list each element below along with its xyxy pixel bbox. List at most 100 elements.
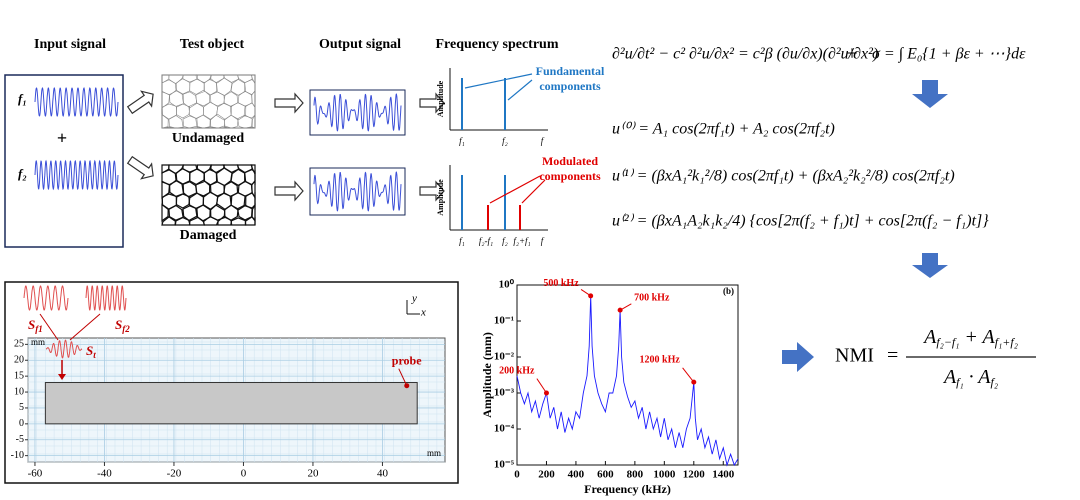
subscript: f1 [35,324,43,334]
symbol: S [86,343,93,358]
x-tick-label: 1200 [683,469,706,481]
grain [195,179,211,197]
y-tick-label: 5 [19,402,24,413]
flow-arrow [419,180,445,202]
signal-label: f₂ [18,166,27,181]
grain [182,74,198,83]
grain [161,91,170,109]
pointer [464,73,533,89]
header: Frequency spectrum [436,37,559,52]
equation: ∂²u/∂t² − c² ∂²u/∂x² = c²β (∂u/∂x)(∂²u/∂… [612,46,878,63]
mini-tick-label: f₂ [502,136,508,146]
x-tick-label: 0 [241,468,247,480]
symbol: S [28,317,35,332]
annotation-pointer [682,367,695,383]
mini-tick-label: f₁ [459,236,465,246]
grain [174,216,191,226]
grain [161,79,177,96]
spectrum-line [516,295,739,467]
annotation-pointer [580,289,591,297]
header: Test object [180,37,245,52]
mini-tick-label: f [541,136,545,146]
equation: σ = ∫ E₀{1 + βε + ⋯}dε [872,46,1026,64]
subscript: f₁+f₂ [995,335,1018,349]
unit-label: mm [427,448,441,458]
x-tick-label: 1000 [653,469,676,481]
flow-arrow [126,90,154,115]
signal-label: f₁ [18,91,27,106]
y-tick-label: 10⁻² [494,351,515,363]
panel-label: (b) [723,286,734,296]
pointer [521,179,546,204]
y-tick-label: 10⁰ [499,279,515,291]
flow-arrow [126,155,154,180]
step-arrow [912,253,948,278]
nmi-numerator: Af₂−f₁ + Af₁+f₂ [922,326,1018,349]
source-pointer [58,374,66,380]
pointer [489,175,541,204]
source-label: St [86,343,96,360]
input-wave [34,87,119,117]
x-tick-label: 1400 [712,469,735,481]
y-tick-label: 10⁻⁵ [494,459,515,471]
test-object [161,164,256,226]
grain [175,193,191,209]
nmi-denominator: Af₁ · Af₂ [942,366,998,389]
mini-axis-label: Amplitude [436,179,445,216]
y-tick-label: 25 [14,339,24,350]
test-object [161,74,256,129]
y-axis-label: Amplitude (mm) [480,332,494,418]
x-tick-label: -40 [97,468,112,480]
source-label: Sf2 [115,317,130,334]
x-tick-label: 400 [568,469,585,481]
x-tick-label: 40 [377,468,389,480]
flow-arrow [274,180,304,202]
annotation: Modulated [542,154,598,168]
grain [210,91,225,107]
grain [195,89,211,107]
equation: + [846,43,857,65]
grain [189,78,205,95]
y-tick-label: 10 [14,386,24,397]
y-tick-label: -5 [16,434,24,445]
probe-label: probe [392,353,422,367]
y-tick-label: 15 [14,370,24,381]
source-pointer [39,313,59,341]
term: A [942,366,957,388]
term: A [922,326,937,348]
mini-tick-label: f₂ [502,236,508,246]
source-wave [23,285,69,311]
y-tick-label: 10⁻⁴ [494,423,515,435]
annotation-pointer [536,378,547,394]
annotation-pointer [619,303,632,311]
pointer [507,79,533,101]
subscript: f₁ [956,375,964,389]
object-label: Damaged [180,228,237,243]
equation: u⁽⁰⁾ = A₁ cos(2πf₁t) + A₂ cos(2πf₂t) [612,121,835,138]
term: + A [959,326,995,348]
step-arrow [782,342,814,372]
specimen [44,382,418,425]
subscript: f₂−f₁ [936,335,959,349]
x-tick-label: -60 [28,468,43,480]
symbol: S [115,317,122,332]
x-tick-label: -20 [167,468,182,480]
peak-label: 500 kHz [543,278,579,289]
unit-label: mm [31,337,45,347]
source-label: Sf1 [28,317,43,334]
step-arrow [912,80,948,108]
peak-label: 1200 kHz [640,354,681,365]
header: Output signal [319,37,401,52]
header: Input signal [34,37,106,52]
subscript: f2 [122,324,130,334]
y-tick-label: 10⁻¹ [494,315,514,327]
y-tick-label: 20 [14,355,24,366]
source-wave [45,339,83,359]
mini-tick-label: f [541,236,545,246]
nmi-equals: = [887,345,898,367]
object-border [161,164,256,226]
source-pointer [69,313,101,341]
probe-pointer [398,368,408,386]
annotation: components [539,79,601,93]
